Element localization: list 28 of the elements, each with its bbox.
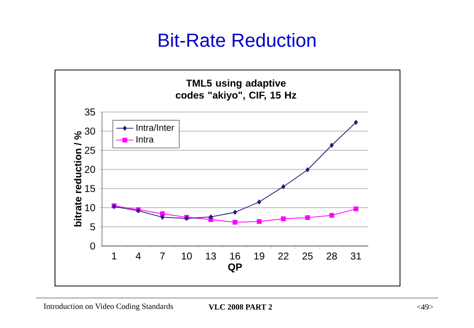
x-tick-label: 13 xyxy=(206,252,216,260)
chart-title: Bit-Rate Reduction xyxy=(158,33,316,47)
x-tick-label: 4 xyxy=(136,252,141,260)
legend-label: Intra xyxy=(136,136,154,143)
x-tick-label: 31 xyxy=(350,252,361,260)
legend-label: Intra/Inter xyxy=(136,124,174,131)
x-tick-label: 10 xyxy=(182,252,192,260)
y-tick-label: 20 xyxy=(84,166,96,173)
x-tick-label: 16 xyxy=(230,252,240,260)
x-tick-label: 22 xyxy=(278,252,288,260)
x-tick-label: 28 xyxy=(326,252,337,260)
y-tick-label: 35 xyxy=(84,108,96,116)
y-tick-label: 10 xyxy=(85,204,96,212)
x-tick-label: 1 xyxy=(112,252,116,260)
chart-subtitle: TML5 using adaptive codes "akiyo", CIF, 15 Hz xyxy=(176,79,296,101)
text: Introduction on Video Coding Standards xyxy=(44,303,173,311)
y-tick-label: 0 xyxy=(90,242,96,250)
text: VLC 2008 PART 2 xyxy=(208,304,272,310)
x-tick-label: 7 xyxy=(160,252,165,260)
x-tick-label: 19 xyxy=(254,252,264,260)
x-tick-label: 25 xyxy=(302,252,313,260)
text: <49> xyxy=(416,304,434,310)
x-axis-title: QP xyxy=(228,263,242,272)
y-tick-label: 30 xyxy=(84,128,96,135)
y-tick-label: 25 xyxy=(84,146,96,154)
y-tick-label: 15 xyxy=(85,185,96,192)
y-tick-label: 5 xyxy=(90,223,96,230)
y-axis-title: bitrate reduction / % xyxy=(74,131,82,226)
